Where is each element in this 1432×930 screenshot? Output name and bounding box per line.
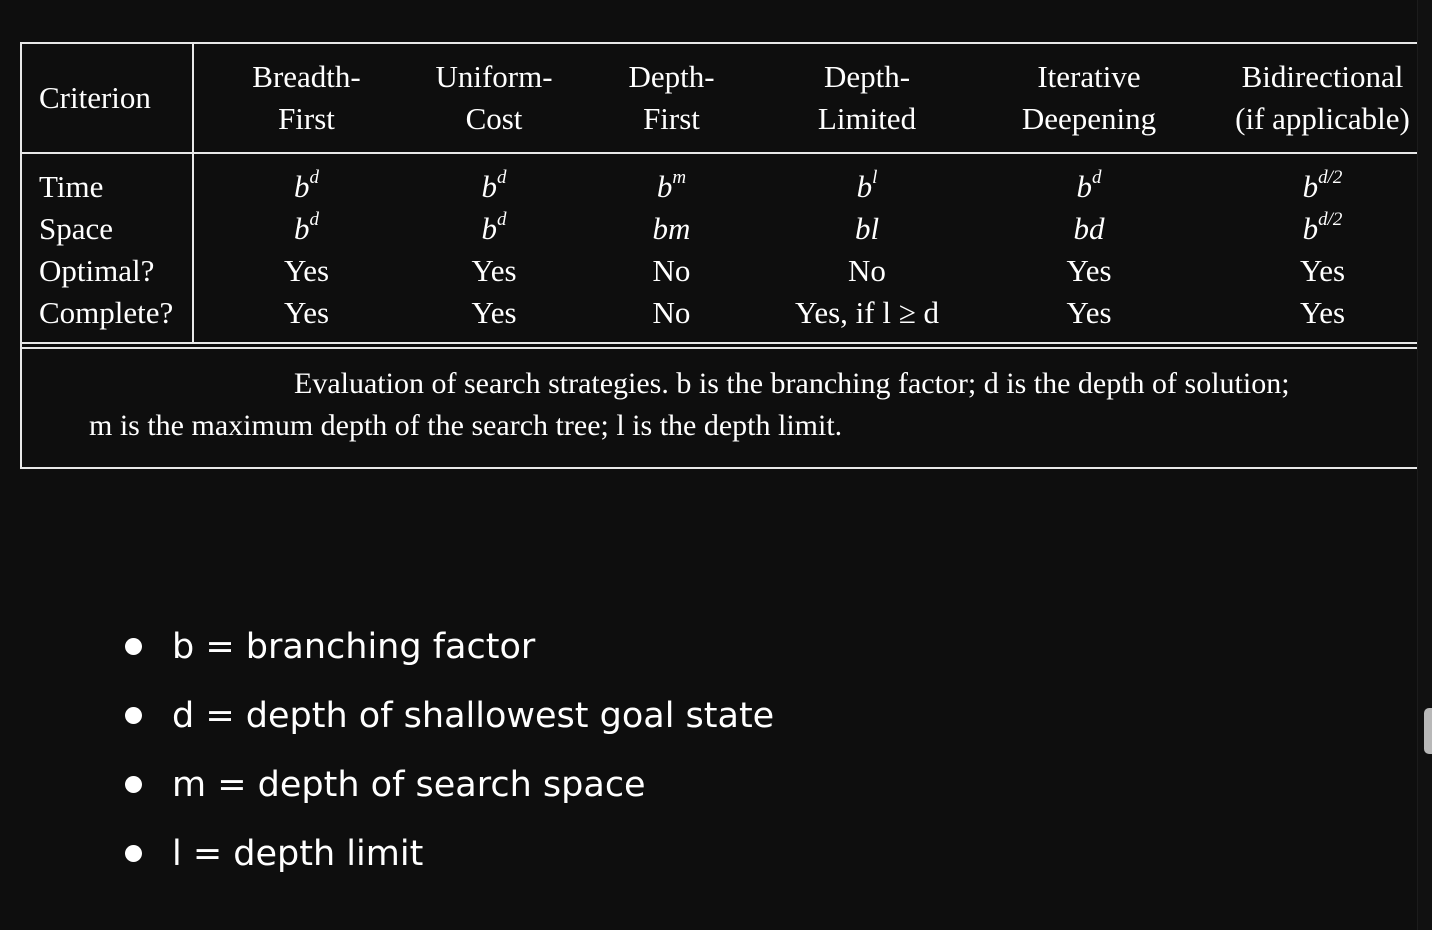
header-breadth-first: Breadth- First — [193, 42, 419, 154]
table-cell: No — [652, 253, 691, 288]
row-label: Complete? — [20, 292, 194, 342]
table-caption: Evaluation of search strategies. b is th… — [20, 349, 1427, 469]
header-criterion: Criterion — [20, 42, 194, 154]
header-depth-limited: Depth- Limited — [774, 42, 960, 154]
scrollbar-thumb[interactable] — [1424, 708, 1432, 754]
search-strategy-table: Criterion Breadth- First Uniform- Cost Dep… — [20, 42, 1429, 342]
header-bidirectional: Bidirectional (if applicable) — [1218, 42, 1429, 154]
table-cell: Yes — [1066, 253, 1112, 288]
table-cell: bd — [481, 167, 507, 204]
caption-line-1: Evaluation of search strategies. b is th… — [294, 367, 1290, 400]
table-cell: bm — [656, 167, 687, 204]
list-item: b = branching factor — [120, 620, 774, 689]
table-cell: bd — [1076, 167, 1102, 204]
list-item: d = depth of shallowest goal state — [120, 689, 774, 758]
table-cell: Yes — [283, 295, 330, 330]
table-cell: bd — [481, 209, 507, 246]
table-cell: bl — [854, 211, 880, 246]
search-strategy-table-figure: Criterion Breadth- First Uniform- Cost Dep… — [20, 42, 1429, 469]
table-cell: Yes — [1218, 292, 1429, 342]
header-iterative-deepening: Iterative Deepening — [960, 42, 1218, 154]
definition-list: b = branching factor d = depth of shallo… — [120, 620, 774, 896]
table-cell: Yes — [471, 253, 517, 288]
table-cell: bd — [294, 209, 319, 246]
caption-line-2: m is the maximum depth of the search tre… — [89, 409, 843, 442]
table-cell: Yes, if l ≥ d — [795, 295, 939, 330]
bullet-dot-icon — [125, 707, 142, 724]
table-row-time: Time bd bd bm bl bd bd/2 — [20, 153, 1429, 208]
list-item-text: b = branching factor — [172, 627, 536, 667]
table-cell: Yes — [471, 295, 517, 330]
scrollbar-track[interactable] — [1417, 0, 1432, 930]
table-cell: bd — [1073, 211, 1105, 246]
table-cell: Yes — [1066, 295, 1112, 330]
table-cell: No — [652, 295, 691, 330]
row-label: Optimal? — [20, 250, 194, 292]
table-cell: bl — [856, 167, 878, 204]
header-uniform-cost: Uniform- Cost — [419, 42, 569, 154]
table-cell: No — [848, 253, 886, 288]
table-cell: bd/2 — [1218, 153, 1429, 208]
table-cell: Yes — [1218, 250, 1429, 292]
list-item-text: m = depth of search space — [172, 765, 646, 805]
table-cell: bm — [652, 211, 691, 246]
table-row-space: Space bd bd bm bl bd bd/2 — [20, 208, 1429, 250]
table-header-row: Criterion Breadth- First Uniform- Cost Dep… — [20, 42, 1429, 154]
list-item-text: d = depth of shallowest goal state — [172, 696, 775, 736]
table-row-complete: Complete? Yes Yes No Yes, if l ≥ d Yes Y… — [20, 292, 1429, 342]
table-cell: bd/2 — [1218, 208, 1429, 250]
table-cell: Yes — [283, 253, 330, 288]
list-item: l = depth limit — [120, 827, 774, 896]
header-depth-first: Depth- First — [569, 42, 774, 154]
bullet-dot-icon — [125, 638, 142, 655]
row-label: Space — [20, 208, 194, 250]
bullet-dot-icon — [125, 845, 142, 862]
table-cell: bd — [294, 167, 319, 204]
row-label: Time — [20, 153, 194, 208]
bullet-dot-icon — [125, 776, 142, 793]
list-item-text: l = depth limit — [172, 834, 424, 874]
list-item: m = depth of search space — [120, 758, 774, 827]
table-row-optimal: Optimal? Yes Yes No No Yes Yes — [20, 250, 1429, 292]
table-double-rule — [20, 342, 1427, 349]
